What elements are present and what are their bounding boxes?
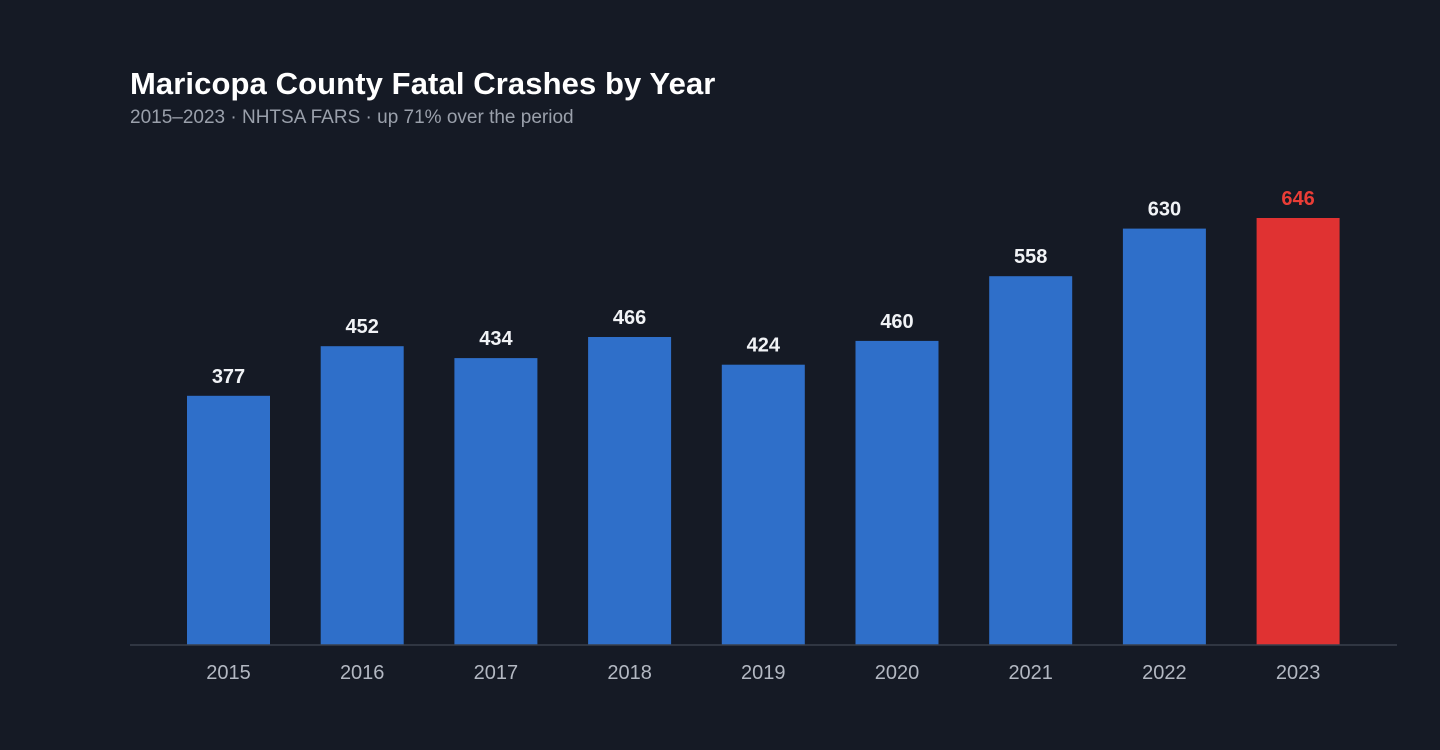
bar-2021	[989, 276, 1073, 645]
labels-group: 377 2015 452 2016 434 2017 466 2018 424 2019 460 20…	[206, 188, 1320, 684]
chart-subtitle: 2015–2023 · NHTSA FARS · up 71% over the…	[130, 107, 574, 128]
value-label-2016: 452	[346, 316, 379, 338]
bar-2016	[320, 346, 404, 645]
value-label-2020: 460	[880, 311, 913, 333]
bar-2019	[721, 364, 805, 645]
x-tick-label-2016: 2016	[340, 662, 385, 684]
value-label-2022: 630	[1148, 199, 1181, 221]
x-tick-label-2015: 2015	[206, 662, 251, 684]
bar-2018	[588, 337, 672, 645]
bar-2022	[1122, 228, 1206, 645]
x-tick-label-2023: 2023	[1276, 662, 1321, 684]
x-tick-label-2020: 2020	[875, 662, 920, 684]
bar-2017	[454, 358, 538, 645]
value-label-2019: 424	[747, 335, 781, 357]
x-tick-label-2019: 2019	[741, 662, 786, 684]
bars-group	[187, 218, 1340, 645]
x-tick-label-2021: 2021	[1008, 662, 1053, 684]
value-label-2021: 558	[1014, 246, 1047, 268]
value-label-2023: 646	[1281, 188, 1314, 210]
bar-2023	[1256, 218, 1340, 645]
value-label-2018: 466	[613, 307, 646, 329]
x-tick-label-2018: 2018	[607, 662, 652, 684]
bar-2020	[855, 340, 939, 645]
chart-title: Maricopa County Fatal Crashes by Year	[130, 66, 716, 101]
value-label-2017: 434	[479, 328, 513, 350]
x-tick-label-2022: 2022	[1142, 662, 1187, 684]
value-label-2015: 377	[212, 366, 245, 388]
bar-2015	[187, 395, 270, 645]
x-tick-label-2017: 2017	[474, 662, 519, 684]
